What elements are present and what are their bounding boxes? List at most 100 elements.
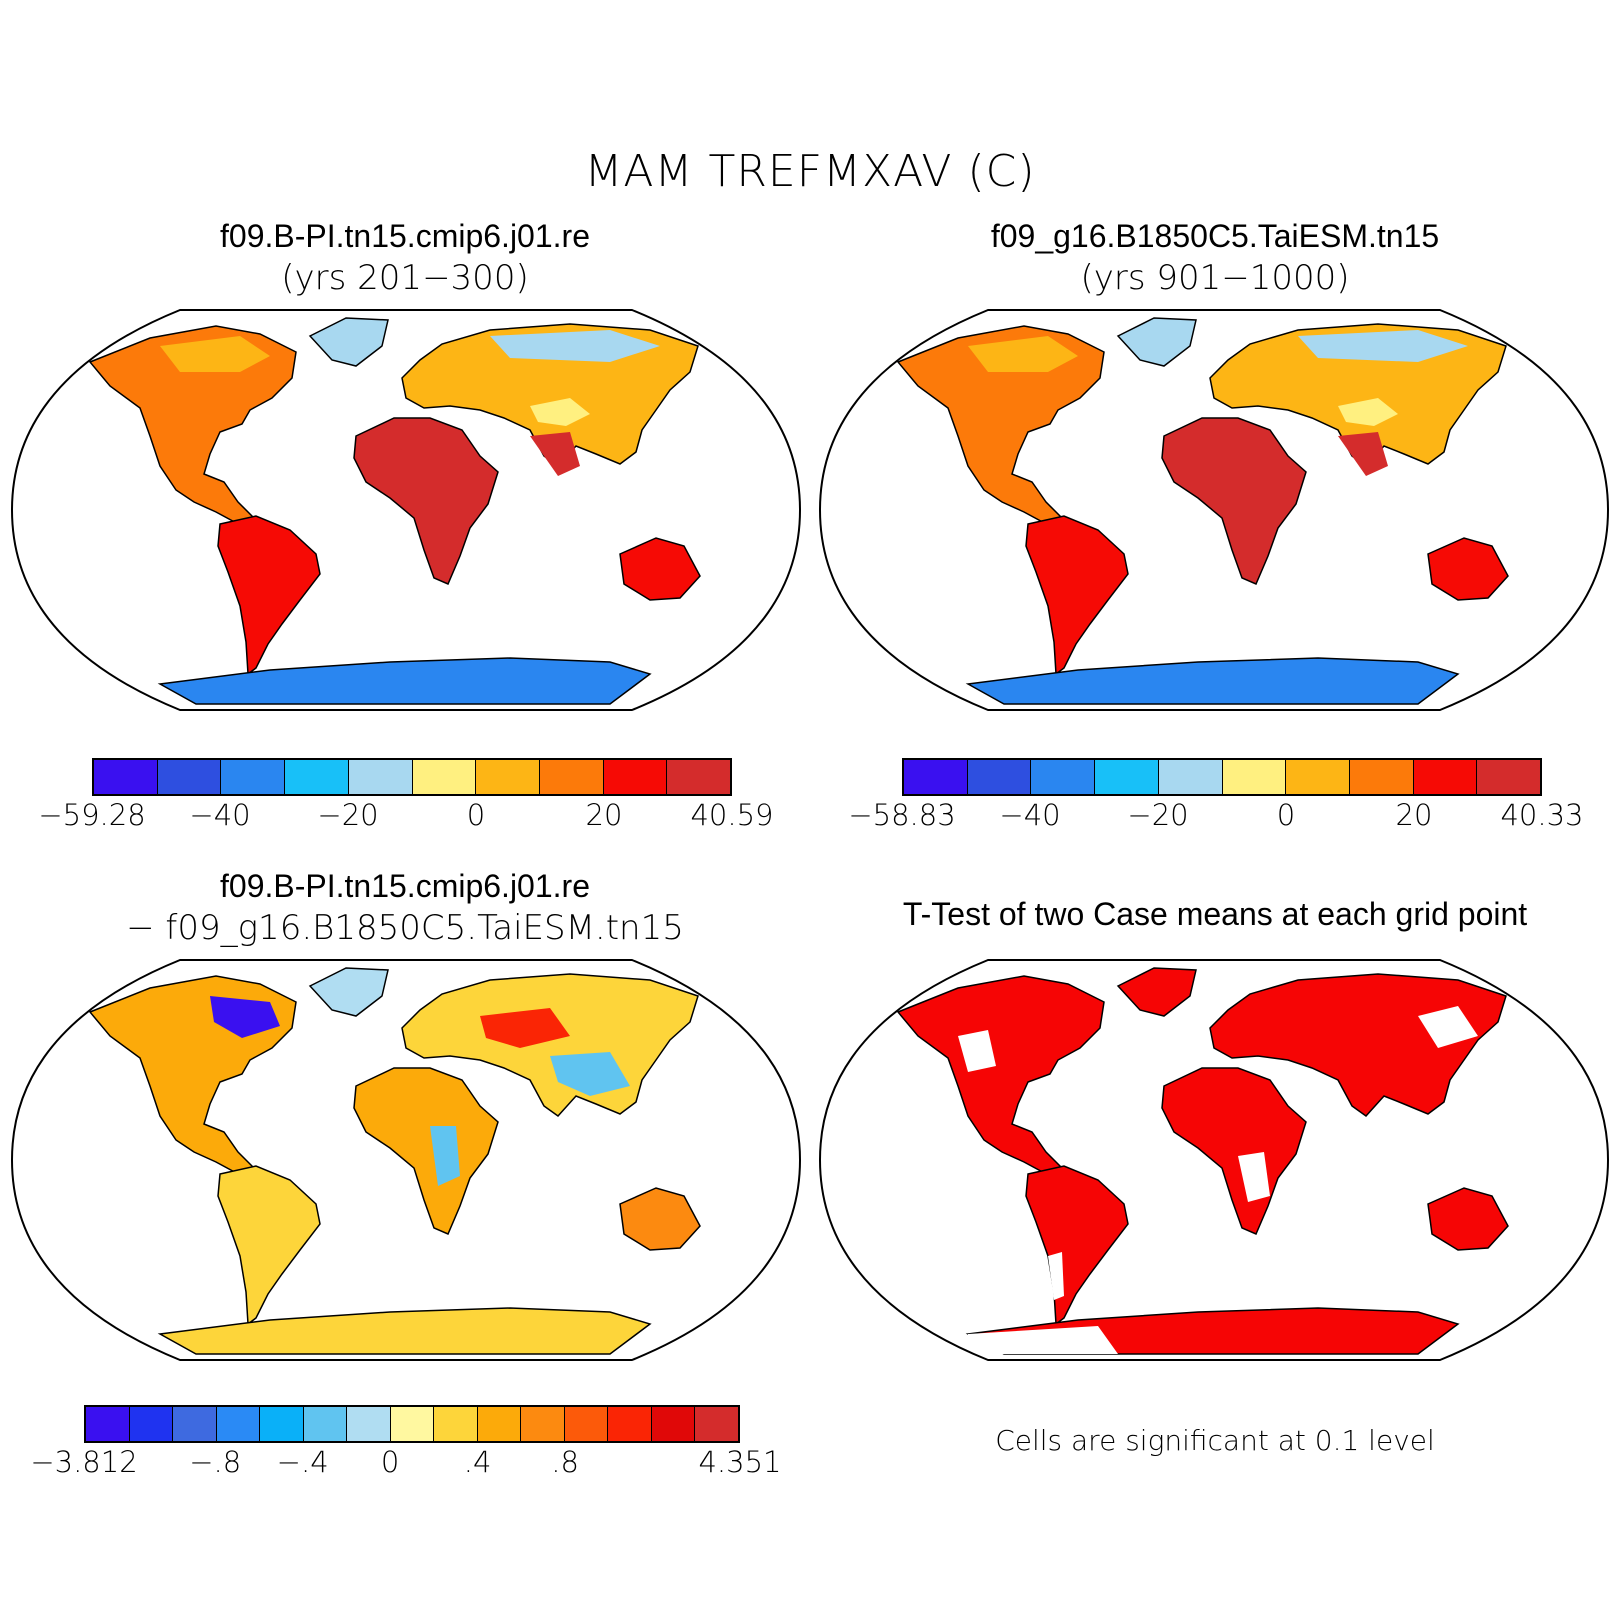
colorbar-swatch bbox=[521, 1407, 565, 1441]
colorbar-tick-label: .4 bbox=[463, 1445, 492, 1479]
panel4-note: Cells are significant at 0.1 level bbox=[995, 1424, 1435, 1457]
land-india-hot bbox=[530, 432, 580, 476]
colorbar-swatch bbox=[94, 760, 158, 794]
land-canada-north bbox=[160, 336, 270, 372]
colorbar-swatch bbox=[539, 760, 604, 794]
colorbar-swatch bbox=[477, 1407, 522, 1441]
land-southAmerica bbox=[1025, 1165, 1129, 1326]
panel1-subtitle: (yrs 201−300) bbox=[281, 258, 529, 298]
map-border bbox=[10, 309, 802, 711]
colorbar-swatch bbox=[260, 1407, 304, 1441]
land-australia bbox=[619, 537, 701, 601]
land-greenland bbox=[1116, 967, 1197, 1017]
land-australia bbox=[1427, 1187, 1509, 1251]
panel1-map bbox=[10, 309, 802, 711]
colorbar-swatch bbox=[412, 760, 477, 794]
land-northAmerica bbox=[896, 975, 1105, 1177]
land-canada-north bbox=[968, 336, 1078, 372]
colorbar-swatch bbox=[1222, 760, 1287, 794]
panel3-map bbox=[10, 959, 802, 1361]
colorbar-swatch bbox=[603, 760, 668, 794]
land-australia bbox=[619, 1187, 701, 1251]
colorbar-tick-label: −20 bbox=[317, 798, 379, 832]
colorbar-swatch bbox=[476, 760, 540, 794]
land-india-hot bbox=[1338, 432, 1388, 476]
colorbar-swatch bbox=[651, 1407, 696, 1441]
colorbar-swatch bbox=[904, 760, 968, 794]
land-southAmerica bbox=[217, 515, 321, 676]
colorbar-swatch bbox=[216, 1407, 261, 1441]
colorbar-tick-label: 40.59 bbox=[690, 798, 774, 832]
land-warm-patch bbox=[480, 1008, 570, 1048]
land-nonsignificant-patch bbox=[1048, 1252, 1064, 1300]
land-eurasia bbox=[1209, 323, 1507, 467]
colorbar-swatch bbox=[285, 760, 349, 794]
land-southAmerica bbox=[217, 1165, 321, 1326]
land-greenland bbox=[308, 317, 389, 367]
colorbar-swatch bbox=[564, 1407, 609, 1441]
map-border bbox=[10, 959, 802, 1361]
land-greenland bbox=[308, 967, 389, 1017]
colorbar-swatch bbox=[348, 760, 413, 794]
colorbar-swatch bbox=[434, 1407, 478, 1441]
land-africa bbox=[1161, 1067, 1307, 1235]
land-eurasia bbox=[1209, 973, 1507, 1117]
land-cool-patch bbox=[550, 1052, 630, 1096]
colorbar-tick-label: −59.28 bbox=[38, 798, 146, 832]
land-tibet-cool bbox=[530, 398, 590, 426]
land-australia bbox=[1427, 537, 1509, 601]
colorbar-tick-label: −40 bbox=[999, 798, 1061, 832]
panel2-subtitle: (yrs 901−1000) bbox=[1080, 258, 1350, 298]
colorbar-tick-label: −.4 bbox=[276, 1445, 329, 1479]
land-antarctica bbox=[157, 1307, 652, 1355]
panel2-map bbox=[818, 309, 1610, 711]
colorbar-swatch bbox=[667, 760, 731, 794]
colorbar-swatch bbox=[1031, 760, 1096, 794]
land-nonsignificant-patch bbox=[1238, 1152, 1270, 1202]
colorbar-tick-label: 4.351 bbox=[698, 1445, 782, 1479]
main-title: MAM TREFMXAV (C) bbox=[584, 146, 1036, 197]
colorbar-tick-label: 0 bbox=[1276, 798, 1296, 832]
colorbar-swatch bbox=[1286, 760, 1350, 794]
land-eurasia bbox=[401, 323, 699, 467]
land-antarctica bbox=[965, 657, 1460, 705]
colorbar-tick-label: 20 bbox=[1395, 798, 1433, 832]
colorbar-swatch bbox=[221, 760, 286, 794]
panel3-colorbar-ticks: −3.812 −.8 −.4 0 .4 .8 4.351 bbox=[30, 1445, 781, 1485]
colorbar-swatch bbox=[695, 1407, 738, 1441]
colorbar-tick-label: −3.812 bbox=[30, 1445, 138, 1479]
colorbar-swatch bbox=[1349, 760, 1414, 794]
land-nonsignificant-patch bbox=[1418, 1006, 1478, 1048]
panel3-title: f09.B-PI.tn15.cmip6.j01.re bbox=[220, 868, 590, 904]
colorbar-swatch bbox=[86, 1407, 130, 1441]
panel4-map bbox=[818, 959, 1610, 1361]
land-antarctica bbox=[157, 657, 652, 705]
panel3-colorbar bbox=[84, 1405, 740, 1443]
colorbar-tick-label: −40 bbox=[189, 798, 251, 832]
colorbar-swatch bbox=[967, 760, 1032, 794]
land-northAmerica bbox=[88, 325, 297, 527]
land-africa bbox=[1161, 417, 1307, 585]
colorbar-swatch bbox=[390, 1407, 435, 1441]
land-northAmerica bbox=[896, 325, 1105, 527]
land-greenland bbox=[1116, 317, 1197, 367]
colorbar-swatch bbox=[1413, 760, 1478, 794]
colorbar-swatch bbox=[608, 1407, 652, 1441]
panel2-title: f09_g16.B1850C5.TaiESM.tn15 bbox=[990, 218, 1440, 254]
land-siberia-north bbox=[490, 330, 660, 362]
panel4-title: T-Test of two Case means at each grid po… bbox=[902, 896, 1528, 932]
land-southAmerica bbox=[1025, 515, 1129, 676]
land-africa bbox=[353, 417, 499, 585]
colorbar-swatch bbox=[347, 1407, 391, 1441]
colorbar-swatch bbox=[129, 1407, 174, 1441]
land-cold-patch bbox=[210, 996, 280, 1038]
land-tibet-cool bbox=[1338, 398, 1398, 426]
colorbar-swatch bbox=[303, 1407, 348, 1441]
colorbar-swatch bbox=[1095, 760, 1159, 794]
land-africa bbox=[353, 1067, 499, 1235]
colorbar-tick-label: 20 bbox=[585, 798, 623, 832]
map-border bbox=[818, 309, 1610, 711]
colorbar-tick-label: −58.83 bbox=[848, 798, 956, 832]
colorbar-tick-label: −.8 bbox=[189, 1445, 242, 1479]
colorbar-tick-label: .8 bbox=[551, 1445, 579, 1479]
